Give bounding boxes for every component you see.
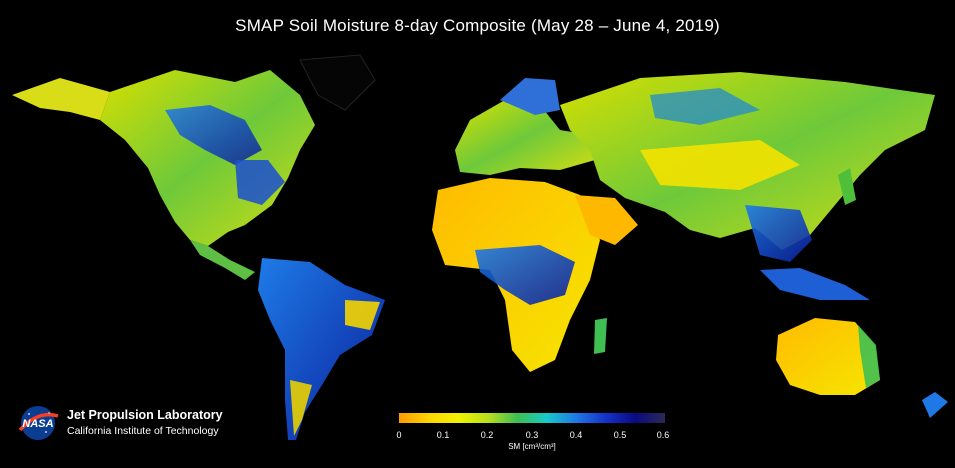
south-america-landmass (258, 258, 385, 440)
colorbar-tick: 0.6 (656, 430, 670, 440)
southeast-asia-islands (760, 268, 870, 300)
organization-name: Jet Propulsion Laboratory (67, 408, 223, 422)
siberia-wet-region (650, 88, 760, 125)
central-america-landmass (190, 240, 255, 280)
arabia-dry-region (575, 195, 638, 245)
colorbar-tick: 0 (396, 430, 402, 440)
colorbar-tick: 0.2 (480, 430, 494, 440)
patagonia-dry-region (290, 380, 312, 436)
central-asia-dry-region (640, 140, 800, 190)
nasa-logo-text: NASA (22, 418, 53, 430)
central-africa-wet-region (475, 245, 575, 305)
south-america-dry-coast (345, 300, 380, 330)
organization-subtitle: California Institute of Technology (67, 425, 219, 437)
new-zealand-landmass (922, 392, 948, 418)
greenland-landmass (299, 54, 376, 111)
madagascar-landmass (594, 318, 607, 354)
scandinavia-landmass (500, 78, 560, 115)
australia-east-wet-coast (858, 325, 880, 388)
alaska-landmass (12, 78, 110, 120)
japan-landmass (838, 168, 856, 205)
colorbar-tick: 0.4 (569, 430, 583, 440)
colorbar-tick: 0.1 (436, 430, 450, 440)
south-asia-wet-region (745, 205, 812, 262)
europe-landmass (455, 100, 595, 175)
nasa-logo: NASA (18, 406, 59, 440)
colorbar-unit-label: SM [cm³/cm³] (508, 442, 556, 451)
colorbar-tick: 0.5 (613, 430, 627, 440)
australia-landmass (776, 318, 880, 395)
colorbar (399, 413, 665, 423)
colorbar-tick: 0.3 (525, 430, 539, 440)
north-america-landmass (100, 70, 315, 246)
eastern-us-wet-region (235, 160, 285, 205)
canada-wet-region (165, 105, 262, 165)
map-title: SMAP Soil Moisture 8-day Composite (May … (235, 16, 720, 35)
